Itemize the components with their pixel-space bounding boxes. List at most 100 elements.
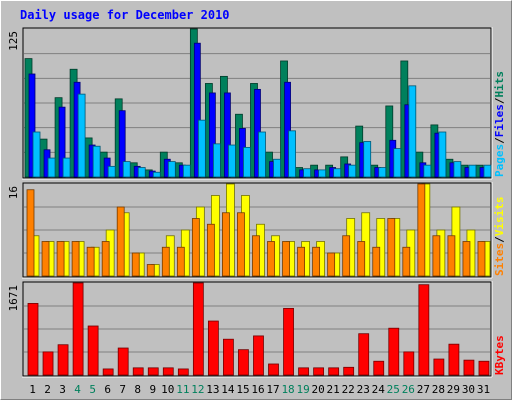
bar-pages-day-28 bbox=[438, 131, 447, 178]
day-label-16: 16 bbox=[251, 383, 264, 396]
bar-sites-day-16 bbox=[252, 235, 260, 277]
bar-sites-day-12 bbox=[191, 218, 200, 277]
bar-kbytes-day-28 bbox=[433, 358, 445, 376]
bar-files-day-14 bbox=[224, 92, 231, 178]
bar-pages-day-3 bbox=[62, 157, 71, 178]
bar-kbytes-day-4 bbox=[72, 282, 84, 376]
day-label-4: 4 bbox=[74, 383, 81, 396]
bar-kbytes-day-30 bbox=[463, 359, 475, 376]
series-sites bbox=[26, 183, 486, 277]
day-label-21: 21 bbox=[327, 383, 340, 396]
bar-files-day-3 bbox=[58, 106, 66, 178]
day-label-17: 17 bbox=[266, 383, 279, 396]
legend-pages: Pages bbox=[493, 144, 506, 177]
bar-sites-day-17 bbox=[267, 241, 275, 277]
bar-kbytes-day-29 bbox=[448, 343, 460, 376]
bar-pages-day-12 bbox=[197, 119, 206, 178]
bar-kbytes-day-27 bbox=[418, 284, 430, 376]
bar-sites-day-11 bbox=[176, 246, 185, 277]
day-label-9: 9 bbox=[149, 383, 156, 396]
day-label-13: 13 bbox=[206, 383, 219, 396]
day-label-3: 3 bbox=[59, 383, 66, 396]
bar-pages-day-4 bbox=[77, 93, 86, 178]
bar-pages-day-29 bbox=[453, 161, 462, 178]
bar-files-day-12 bbox=[193, 42, 201, 178]
bar-sites-day-19 bbox=[297, 246, 305, 277]
bar-sites-day-28 bbox=[432, 235, 441, 277]
bar-pages-day-30 bbox=[468, 164, 477, 178]
bar-sites-day-14 bbox=[222, 212, 230, 277]
bar-pages-day-18 bbox=[288, 130, 296, 178]
bar-kbytes-day-10 bbox=[162, 367, 174, 376]
bar-kbytes-day-17 bbox=[268, 363, 279, 376]
bar-pages-day-25 bbox=[393, 148, 402, 178]
bar-sites-day-8 bbox=[131, 252, 140, 277]
middle-plot-frame bbox=[22, 182, 492, 278]
bottom-max-label: 1671 bbox=[7, 285, 20, 312]
bar-kbytes-day-26 bbox=[403, 351, 415, 376]
day-label-12: 12 bbox=[191, 383, 204, 396]
bar-pages-day-9 bbox=[152, 171, 161, 178]
day-label-7: 7 bbox=[119, 383, 126, 396]
bar-kbytes-day-19 bbox=[298, 367, 309, 376]
chart-title: Daily usage for December 2010 bbox=[20, 8, 230, 22]
day-label-2: 2 bbox=[44, 383, 51, 396]
bar-sites-day-31 bbox=[477, 241, 486, 277]
bottom-plot-frame bbox=[22, 281, 492, 377]
bar-kbytes-day-3 bbox=[57, 344, 69, 376]
bar-sites-day-4 bbox=[71, 241, 80, 277]
bar-pages-day-16 bbox=[258, 131, 266, 178]
day-label-23: 23 bbox=[357, 383, 370, 396]
bar-pages-day-15 bbox=[243, 146, 251, 178]
middle-max-label: 16 bbox=[7, 186, 20, 199]
day-label-26: 26 bbox=[402, 383, 415, 396]
bar-pages-day-7 bbox=[122, 161, 131, 178]
top-max-label: 125 bbox=[7, 31, 20, 51]
day-label-28: 28 bbox=[432, 383, 445, 396]
top-panel: 125 Pages/Files/Hits bbox=[7, 27, 506, 180]
bar-pages-day-1 bbox=[32, 131, 41, 178]
bar-sites-day-27 bbox=[417, 183, 426, 277]
bar-files-day-1 bbox=[28, 73, 36, 178]
day-label-24: 24 bbox=[372, 383, 386, 396]
bar-kbytes-day-23 bbox=[358, 333, 370, 376]
bar-sites-day-25 bbox=[387, 218, 396, 277]
middle-panel: 16 Sites/Visits bbox=[7, 182, 506, 279]
bar-pages-day-23 bbox=[363, 141, 372, 178]
bar-sites-day-15 bbox=[237, 212, 245, 277]
day-label-31: 31 bbox=[477, 383, 490, 396]
bottom-legend: KBytes bbox=[493, 335, 506, 375]
bottom-panel: 1671 KBytes bbox=[7, 281, 506, 378]
bar-sites-day-3 bbox=[56, 241, 65, 277]
day-label-5: 5 bbox=[89, 383, 96, 396]
bar-sites-day-22 bbox=[342, 235, 351, 277]
bar-sites-day-9 bbox=[146, 264, 155, 277]
legend-separator: / bbox=[493, 236, 506, 243]
bar-pages-day-19 bbox=[303, 168, 311, 178]
bar-kbytes-day-5 bbox=[87, 325, 99, 376]
day-label-30: 30 bbox=[462, 383, 475, 396]
bar-pages-day-26 bbox=[408, 85, 417, 178]
bar-kbytes-day-14 bbox=[223, 338, 234, 376]
bar-sites-day-7 bbox=[116, 206, 125, 277]
bar-sites-day-29 bbox=[447, 235, 456, 277]
bar-pages-day-10 bbox=[167, 161, 176, 178]
bar-pages-day-20 bbox=[318, 169, 327, 178]
bar-sites-day-2 bbox=[41, 241, 50, 277]
legend-files: Files bbox=[493, 104, 506, 137]
bar-files-day-7 bbox=[118, 110, 126, 178]
legend-sites: Sites bbox=[493, 243, 506, 276]
bar-pages-day-2 bbox=[47, 157, 56, 178]
bar-pages-day-6 bbox=[107, 165, 116, 178]
bar-kbytes-day-12 bbox=[192, 282, 204, 376]
legend-separator: / bbox=[493, 97, 506, 104]
day-label-18: 18 bbox=[281, 383, 294, 396]
top-legend: Pages/Files/Hits bbox=[493, 71, 506, 177]
bar-pages-day-24 bbox=[378, 167, 387, 178]
legend-separator: / bbox=[493, 137, 506, 144]
bar-sites-day-13 bbox=[206, 223, 215, 277]
bar-pages-day-8 bbox=[137, 167, 146, 178]
bar-kbytes-day-6 bbox=[102, 368, 114, 376]
bar-sites-day-5 bbox=[86, 246, 95, 277]
bar-pages-day-14 bbox=[228, 144, 236, 178]
